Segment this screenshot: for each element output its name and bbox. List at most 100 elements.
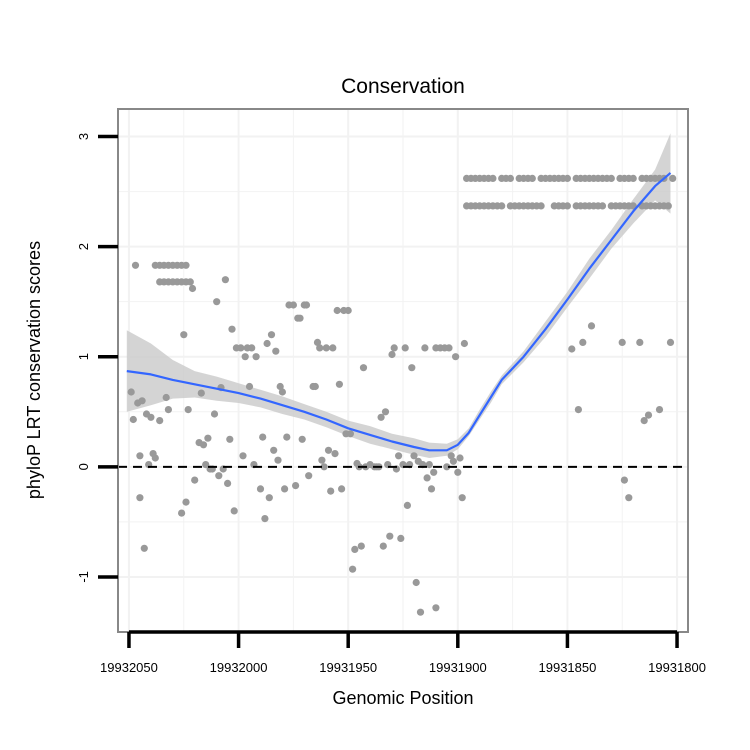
data-point xyxy=(563,202,572,210)
y-tick-label: 0 xyxy=(76,463,91,470)
data-point xyxy=(136,494,144,502)
data-point xyxy=(283,433,291,441)
data-point xyxy=(629,174,637,182)
data-point xyxy=(666,338,675,346)
data-point xyxy=(408,364,416,372)
y-axis-title: phyloP LRT conservation scores xyxy=(24,241,44,499)
x-tick-label: 19932000 xyxy=(210,660,268,675)
data-point xyxy=(270,446,278,454)
data-point xyxy=(311,382,319,391)
data-point xyxy=(140,544,148,552)
data-point xyxy=(278,388,286,396)
data-point xyxy=(388,350,396,359)
data-point xyxy=(213,298,221,306)
data-point xyxy=(188,284,197,293)
data-point xyxy=(248,344,256,352)
data-point xyxy=(131,261,140,269)
data-point xyxy=(276,382,284,391)
data-point xyxy=(129,415,137,424)
data-point xyxy=(136,452,144,460)
data-point xyxy=(664,202,672,210)
data-point xyxy=(386,532,394,540)
data-point xyxy=(397,534,405,543)
data-point xyxy=(351,545,359,554)
data-point xyxy=(138,397,146,405)
data-point xyxy=(215,472,223,480)
data-point xyxy=(456,454,464,462)
chart-title: Conservation xyxy=(341,75,465,98)
data-point xyxy=(324,446,333,454)
data-point xyxy=(265,494,273,502)
data-point xyxy=(537,202,545,210)
data-point xyxy=(640,417,648,425)
data-point xyxy=(289,301,297,309)
data-point xyxy=(528,174,536,182)
y-tick-label: 1 xyxy=(76,353,91,360)
data-point xyxy=(443,463,451,471)
data-point xyxy=(506,174,514,182)
data-point xyxy=(274,456,282,464)
data-point xyxy=(191,476,199,484)
data-point xyxy=(237,344,245,352)
data-point xyxy=(156,417,164,425)
data-point xyxy=(568,345,576,353)
data-point xyxy=(395,452,403,460)
data-point xyxy=(272,347,280,355)
x-tick-label: 19931800 xyxy=(648,660,706,675)
data-point xyxy=(267,331,276,339)
data-point xyxy=(322,344,330,352)
data-point xyxy=(197,389,205,397)
data-point xyxy=(316,344,324,352)
data-point xyxy=(618,338,626,346)
data-point xyxy=(182,498,190,506)
scatter-points xyxy=(127,174,677,616)
data-point xyxy=(489,174,497,182)
data-point xyxy=(655,406,664,414)
data-point xyxy=(329,344,337,352)
data-point xyxy=(228,325,236,333)
y-tick-label: -1 xyxy=(76,571,91,583)
data-point xyxy=(620,476,629,484)
data-point xyxy=(204,434,212,442)
data-point xyxy=(452,353,460,361)
smooth-line-layer xyxy=(126,172,672,452)
data-point xyxy=(151,454,159,462)
data-point xyxy=(432,604,440,612)
data-point xyxy=(579,338,587,346)
data-point xyxy=(377,413,385,421)
data-point xyxy=(625,494,633,502)
y-axis: -1 0 1 2 3 xyxy=(76,133,118,583)
data-point xyxy=(359,364,368,372)
data-point xyxy=(669,174,677,182)
data-point xyxy=(199,441,208,449)
data-point xyxy=(239,452,247,460)
data-point xyxy=(302,301,311,309)
x-tick-label: 19932050 xyxy=(100,660,158,675)
data-point xyxy=(338,485,346,493)
x-tick-label: 19931850 xyxy=(539,660,597,675)
data-point xyxy=(313,338,322,346)
data-point xyxy=(644,411,653,419)
x-axis-title: Genomic Position xyxy=(332,688,473,708)
data-point xyxy=(333,306,341,315)
data-point xyxy=(331,450,339,458)
data-point xyxy=(298,435,306,443)
data-point xyxy=(281,485,289,493)
data-point xyxy=(636,338,644,346)
y-tick-label: 3 xyxy=(76,133,91,140)
data-point xyxy=(607,174,615,182)
data-point xyxy=(381,408,390,416)
data-point xyxy=(226,435,234,443)
data-point xyxy=(587,322,596,330)
data-point xyxy=(335,380,343,388)
data-point xyxy=(390,344,398,352)
data-point xyxy=(178,509,186,517)
data-point xyxy=(445,344,453,352)
data-point xyxy=(346,430,354,438)
data-point xyxy=(498,202,506,210)
data-point xyxy=(430,468,438,476)
data-point xyxy=(263,339,271,348)
data-point xyxy=(427,485,436,493)
data-point xyxy=(410,452,418,460)
